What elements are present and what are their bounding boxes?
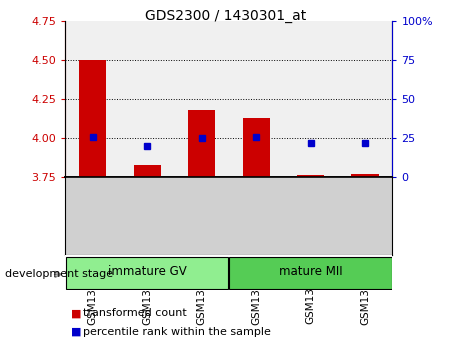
Bar [351, 174, 379, 177]
Text: ■: ■ [71, 308, 82, 318]
Text: mature MII: mature MII [279, 266, 342, 278]
Text: ■: ■ [71, 327, 82, 337]
Bar [243, 118, 270, 177]
Text: immature GV: immature GV [108, 266, 187, 278]
Text: percentile rank within the sample: percentile rank within the sample [83, 327, 272, 337]
Bar [297, 176, 324, 177]
FancyBboxPatch shape [230, 257, 392, 289]
Text: transformed count: transformed count [83, 308, 187, 318]
Text: development stage: development stage [5, 269, 113, 279]
Bar [133, 165, 161, 177]
Bar [79, 60, 106, 177]
Text: GDS2300 / 1430301_at: GDS2300 / 1430301_at [145, 9, 306, 23]
FancyBboxPatch shape [66, 257, 228, 289]
Bar [188, 110, 215, 177]
